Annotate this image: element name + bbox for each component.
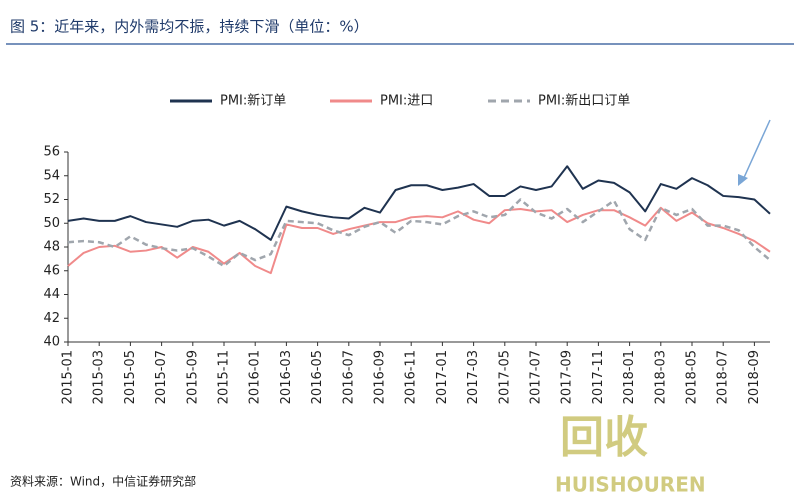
y-tick-label: 54	[43, 168, 60, 183]
y-tick-label: 40	[43, 335, 60, 350]
x-tick-label: 2017-09	[560, 350, 575, 404]
x-tick-label: 2015-07	[154, 350, 169, 404]
series-line	[67, 165, 771, 241]
x-tick-label: 2015-05	[123, 350, 138, 404]
y-tick-label: 48	[43, 240, 60, 255]
series-line	[67, 198, 771, 268]
legend-label: PMI:进口	[380, 94, 433, 109]
arrow	[741, 119, 771, 183]
y-tick-label: 44	[43, 287, 60, 302]
legend-label: PMI:新出口订单	[538, 93, 630, 109]
x-tick-label: 2017-05	[497, 350, 512, 404]
source-note: 资料来源：Wind，中信证券研究部	[10, 474, 196, 489]
x-tick-label: 2015-01	[61, 350, 76, 404]
x-tick-label: 2017-03	[466, 350, 481, 404]
x-tick-label: 2018-01	[622, 350, 637, 404]
x-tick-label: 2015-11	[217, 350, 232, 404]
watermark-logo: 回收	[560, 412, 648, 463]
x-tick-label: 2015-03	[92, 350, 107, 404]
watermark-brand: HUISHOUREN	[555, 473, 706, 497]
x-tick-label: 2017-01	[435, 350, 450, 404]
x-tick-label: 2016-03	[279, 350, 294, 404]
y-tick-label: 46	[43, 263, 60, 278]
legend-label: PMI:新订单	[220, 93, 286, 109]
x-tick-label: 2018-03	[653, 350, 668, 404]
x-tick-label: 2015-09	[185, 350, 200, 404]
x-tick-label: 2016-07	[341, 350, 356, 404]
x-tick-label: 2016-11	[404, 350, 419, 404]
series-line	[67, 206, 771, 275]
x-tick-label: 2018-05	[685, 350, 700, 404]
y-tick-label: 56	[43, 145, 60, 160]
x-tick-label: 2018-09	[747, 350, 762, 404]
x-tick-label: 2016-09	[373, 350, 388, 404]
y-tick-label: 52	[43, 192, 60, 207]
y-tick-label: 42	[43, 311, 60, 326]
x-tick-label: 2016-01	[248, 350, 263, 404]
x-tick-label: 2018-07	[716, 350, 731, 404]
x-tick-label: 2017-11	[591, 350, 606, 404]
x-tick-label: 2016-05	[310, 350, 325, 404]
chart-title: 图 5：近年来，内外需均不振，持续下滑（单位：%）	[10, 18, 369, 36]
y-tick-label: 50	[43, 216, 60, 231]
x-tick-label: 2017-07	[529, 350, 544, 404]
arrow-head	[738, 174, 748, 186]
